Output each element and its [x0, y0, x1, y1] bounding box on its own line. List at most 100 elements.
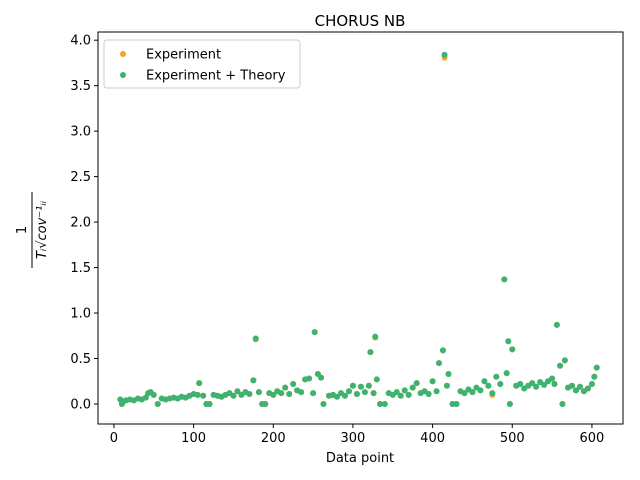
point: [250, 377, 257, 384]
point: [397, 392, 404, 399]
point: [206, 400, 213, 407]
point: [572, 387, 579, 394]
point: [469, 389, 476, 396]
y-tick-label: 2.5: [70, 170, 91, 185]
point: [333, 393, 340, 400]
point: [501, 276, 508, 283]
point: [377, 400, 384, 407]
point: [393, 389, 400, 396]
point: [413, 380, 420, 387]
point: [367, 349, 374, 356]
legend-label: Experiment: [146, 48, 221, 63]
point: [262, 400, 269, 407]
point: [509, 346, 516, 353]
legend-marker: [120, 72, 126, 78]
y-tick-label: 3.0: [70, 125, 91, 140]
point: [320, 400, 327, 407]
point: [154, 400, 161, 407]
point: [234, 388, 241, 395]
point: [533, 383, 540, 390]
point: [401, 387, 408, 394]
y-tick-label: 1.0: [70, 307, 91, 322]
point: [553, 321, 560, 328]
plot-frame: [97, 31, 624, 425]
point: [493, 373, 500, 380]
y-tick-label: 0.0: [70, 397, 91, 412]
point: [290, 380, 297, 387]
y-label-denominator: Tᵢ√cov⁻¹ᵢᵢ: [35, 200, 50, 259]
point: [561, 357, 568, 364]
x-tick-label: 300: [341, 431, 366, 446]
point: [345, 388, 352, 395]
point: [282, 384, 289, 391]
y-tick-label: 2.0: [70, 216, 91, 231]
point: [441, 51, 448, 58]
point: [541, 381, 548, 388]
point: [439, 347, 446, 354]
point: [461, 390, 468, 397]
y-tick-label: 1.5: [70, 261, 91, 276]
point: [361, 389, 368, 396]
point: [477, 387, 484, 394]
point: [503, 370, 510, 377]
point: [246, 390, 253, 397]
point: [278, 390, 285, 397]
point: [453, 400, 460, 407]
point: [252, 335, 259, 342]
point: [196, 380, 203, 387]
point: [142, 394, 149, 401]
point: [311, 329, 318, 336]
point: [373, 376, 380, 383]
point: [576, 383, 583, 390]
point: [353, 390, 360, 397]
point: [584, 385, 591, 392]
x-tick-label: 500: [500, 431, 525, 446]
point: [443, 382, 450, 389]
point: [118, 400, 125, 407]
point: [357, 383, 364, 390]
point: [370, 390, 377, 397]
point: [593, 364, 600, 371]
point: [270, 391, 277, 398]
point: [255, 389, 262, 396]
x-tick-label: 600: [580, 431, 605, 446]
point: [230, 392, 237, 399]
point: [529, 380, 536, 387]
point: [318, 374, 325, 381]
legend: Experiment Experiment + Theory: [103, 39, 301, 89]
point: [365, 382, 372, 389]
point: [559, 400, 566, 407]
point: [481, 378, 488, 385]
point: [381, 400, 388, 407]
point: [517, 380, 524, 387]
point: [194, 391, 201, 398]
point: [569, 382, 576, 389]
point: [435, 360, 442, 367]
x-tick-label: 200: [261, 431, 286, 446]
point: [409, 384, 416, 391]
point: [505, 338, 512, 345]
point: [591, 373, 598, 380]
point: [549, 375, 556, 382]
point: [445, 370, 452, 377]
point: [298, 389, 305, 396]
point: [341, 392, 348, 399]
point: [150, 391, 157, 398]
point: [588, 380, 595, 387]
legend-frame: [103, 39, 301, 89]
point: [405, 391, 412, 398]
y-label-numerator: 1: [15, 226, 30, 234]
chart-title: CHORUS NB: [315, 12, 406, 30]
legend-label: Experiment + Theory: [146, 69, 286, 84]
y-axis-label: 1 Tᵢ√cov⁻¹ᵢᵢ: [15, 192, 50, 268]
point: [117, 396, 124, 403]
point: [286, 390, 293, 397]
point: [425, 390, 432, 397]
point: [310, 390, 317, 397]
point: [372, 333, 379, 340]
point: [557, 362, 564, 369]
point: [506, 400, 513, 407]
y-tick-label: 4.0: [70, 34, 91, 49]
legend-marker: [120, 51, 126, 57]
